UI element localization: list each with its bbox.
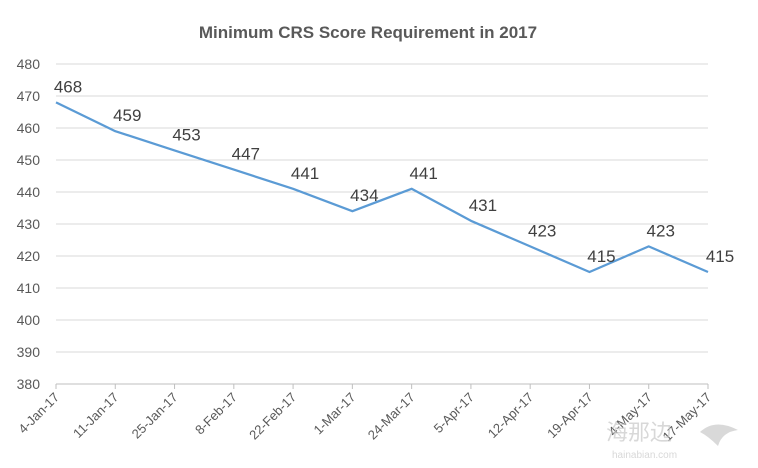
- data-label: 453: [172, 125, 200, 144]
- data-label: 431: [469, 196, 497, 215]
- x-tick-label: 1-Mar-17: [311, 390, 359, 438]
- data-label: 423: [647, 221, 675, 240]
- x-tick-label: 8-Feb-17: [192, 390, 240, 438]
- data-label: 415: [587, 247, 615, 266]
- series-line: [55, 101, 709, 274]
- y-tick-label: 430: [17, 216, 41, 232]
- y-tick-label: 470: [17, 88, 41, 104]
- y-axis-tick-labels: 380 390 400 410 420 430 440 450 460 470 480: [17, 56, 41, 392]
- chart-title: Minimum CRS Score Requirement in 2017: [199, 23, 537, 42]
- watermark: 海那边 hainabian.com: [606, 420, 738, 461]
- x-tick-label: 5-Apr-17: [431, 390, 477, 436]
- data-label: 441: [409, 164, 437, 183]
- y-tick-label: 460: [17, 120, 41, 136]
- y-tick-label: 450: [17, 152, 41, 168]
- y-tick-label: 420: [17, 248, 41, 264]
- data-label: 423: [528, 221, 556, 240]
- series-layer: [55, 101, 709, 274]
- gridlines: [56, 63, 708, 353]
- data-label: 468: [54, 77, 82, 96]
- x-tick-label: 19-Apr-17: [544, 390, 595, 441]
- data-labels: 468 459 453 447 441 434 441 431 423 415 423 415: [54, 77, 734, 266]
- data-label: 447: [232, 145, 260, 164]
- x-tick-label: 22-Feb-17: [246, 390, 299, 443]
- y-tick-label: 390: [17, 344, 41, 360]
- data-label: 434: [350, 186, 378, 205]
- watermark-text: 海那边: [606, 420, 672, 445]
- y-tick-label: 380: [17, 376, 41, 392]
- bird-logo-icon: [700, 424, 738, 446]
- y-tick-label: 440: [17, 184, 41, 200]
- x-axis: [55, 383, 709, 389]
- data-label: 415: [706, 247, 734, 266]
- x-tick-label: 25-Jan-17: [129, 390, 181, 442]
- x-tick-label: 4-Jan-17: [15, 390, 62, 437]
- x-tick-label: 11-Jan-17: [70, 390, 121, 441]
- data-label: 459: [113, 106, 141, 125]
- x-tick-label: 24-Mar-17: [365, 390, 418, 443]
- y-tick-label: 410: [17, 280, 41, 296]
- y-tick-label: 480: [17, 56, 41, 72]
- data-label: 441: [291, 164, 319, 183]
- x-tick-label: 12-Apr-17: [485, 390, 536, 441]
- watermark-subtext: hainabian.com: [612, 450, 677, 461]
- y-tick-label: 400: [17, 312, 41, 328]
